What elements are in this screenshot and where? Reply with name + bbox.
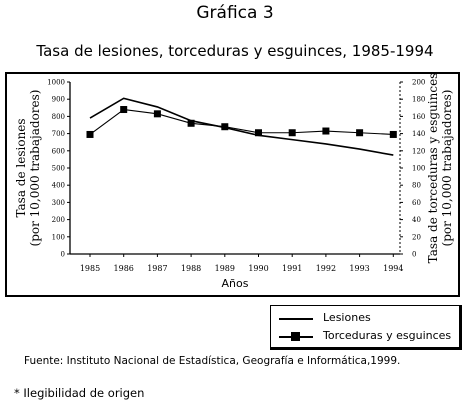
x-tick-label: 1992: [316, 264, 336, 273]
series-marker-1: [221, 123, 229, 131]
chart-frame: [5, 72, 460, 297]
line-chart: 0 100 200 300 400 500 600 700 800 900 1000 0 20 40 60 8…: [14, 73, 454, 290]
chart-legend: Lesiones Torceduras y esguinces: [270, 305, 462, 350]
y-tick-label-left: 400: [52, 182, 65, 190]
legend-marker-torceduras: [291, 332, 300, 341]
x-tick-label: 1994: [383, 264, 403, 273]
y-tick-label-left: 800: [52, 113, 65, 121]
source-note: Fuente: Instituto Nacional de Estadístic…: [24, 355, 401, 367]
y-tick-label-right: 80: [412, 182, 421, 190]
series-marker-1: [120, 106, 128, 114]
y-tick-label-left: 100: [52, 233, 65, 241]
y-axis-title-right-line1: Tasa de torceduras y esguinces: [426, 73, 440, 264]
legend-swatch-lesiones: [279, 318, 313, 320]
y-tick-label-left: 600: [52, 147, 65, 155]
x-tick-label: 1989: [215, 264, 235, 273]
legend-label-torceduras: Torceduras y esguinces: [323, 329, 452, 342]
series-marker-1: [389, 130, 397, 138]
y-tick-label-left: 1000: [47, 79, 65, 87]
y-tick-label-right: 60: [412, 199, 421, 207]
y-tick-label-left: 300: [52, 199, 65, 207]
x-tick-label: 1993: [349, 264, 369, 273]
x-tick-label: 1985: [80, 264, 100, 273]
y-tick-label-left: 500: [52, 165, 65, 173]
legend-item-torceduras: Torceduras y esguinces: [271, 328, 459, 346]
y-axis-title-right-line2: (por 10,000 trabajadores): [440, 90, 454, 247]
x-tick-label: 1991: [282, 264, 302, 273]
y-tick-label-right: 100: [412, 165, 425, 173]
series-marker-1: [86, 130, 94, 138]
legend-label-lesiones: Lesiones: [323, 311, 371, 324]
y-tick-label-right: 180: [412, 96, 425, 104]
chart-subtitle: Tasa de lesiones, torceduras y esguinces…: [36, 42, 434, 60]
series-line-0: [89, 97, 394, 156]
chart-title: Gráfica 3: [196, 3, 274, 23]
series-line-1: [89, 108, 394, 136]
series-marker-1: [356, 129, 364, 137]
y-tick-label-right: 120: [412, 147, 425, 155]
series-marker-1: [322, 127, 330, 135]
illegibility-note: * Ilegibilidad de origen: [14, 386, 145, 400]
x-tick-label: 1986: [114, 264, 134, 273]
x-tick-label: 1988: [181, 264, 201, 273]
series-marker-1: [187, 119, 195, 127]
x-tick-label: 1990: [248, 264, 268, 273]
y-tick-label-right: 140: [412, 130, 425, 138]
series-marker-1: [288, 129, 296, 137]
y-tick-label-right: 160: [412, 113, 425, 121]
y-tick-label-left: 0: [61, 251, 65, 259]
y-tick-label-left: 200: [52, 216, 65, 224]
series-marker-1: [255, 129, 262, 137]
y-tick-label-right: 0: [412, 251, 416, 259]
y-tick-label-right: 40: [412, 216, 421, 224]
x-tick-label: 1987: [147, 264, 167, 273]
y-tick-label-left: 700: [52, 130, 65, 138]
y-tick-label-left: 900: [52, 96, 65, 104]
legend-item-lesiones: Lesiones: [271, 310, 459, 328]
y-tick-label-right: 200: [412, 79, 425, 87]
series-marker-1: [153, 110, 161, 118]
x-axis-title: Años: [222, 277, 249, 290]
y-axis-title-left-line1: Tasa de lesiones: [14, 118, 28, 217]
y-axis-title-left-line2: (por 10,000 trabajadores): [28, 90, 42, 247]
y-tick-label-right: 20: [412, 233, 421, 241]
